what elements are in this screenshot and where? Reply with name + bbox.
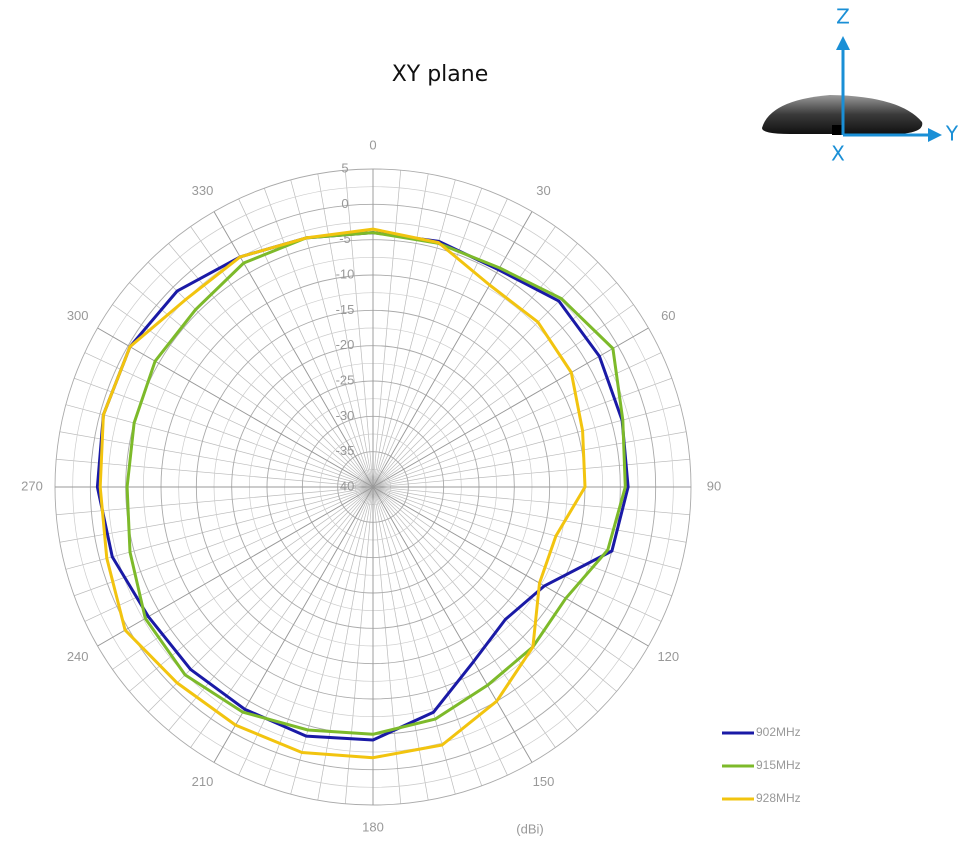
z-arrowhead [836,36,850,50]
radial-tick-label: -10 [336,266,355,281]
grid-spoke [372,211,533,488]
axis-label: Y [945,122,958,146]
radial-tick-label: -5 [339,231,351,246]
angle-label: 60 [661,308,675,323]
y-arrowhead [928,128,942,142]
radial-tick-label: -20 [336,337,355,352]
angle-label: 180 [362,819,384,834]
radial-tick-label: -35 [336,443,355,458]
grid-spoke [213,486,374,763]
grid [54,168,692,806]
series-line [125,231,627,736]
angle-label: 120 [657,649,679,664]
grid-spoke [372,327,649,488]
legend-label: 902MHz [756,725,801,739]
chart-title: XY plane [392,62,489,87]
orientation-icon: Z Y X [762,5,958,166]
angle-label: 30 [536,183,550,198]
legend-label: 928MHz [756,791,801,805]
legend-label: 915MHz [756,758,801,772]
angle-label: 150 [533,774,555,789]
angle-label: 270 [21,478,43,493]
radial-tick-label: -25 [336,372,355,387]
radial-unit: (dBi) [516,821,543,836]
radial-tick-label: -30 [336,408,355,423]
series-line [98,227,587,760]
angle-label: 240 [67,649,89,664]
angle-label: 300 [67,308,89,323]
angle-label: 210 [192,774,214,789]
radial-tick-label: 5 [341,160,348,175]
axis-label: Z [836,5,850,29]
connector-icon [832,125,842,135]
grid-spoke [97,486,374,647]
radial-tick-label: -15 [336,302,355,317]
angle-label: 0 [369,137,376,152]
grid-spoke [372,486,649,647]
grid-spoke [97,327,374,488]
angle-label: 90 [707,478,721,493]
grid-spoke [372,486,533,763]
axis-label: X [831,142,845,166]
radial-tick-label: 0 [341,196,348,211]
radial-tick-label: -40 [336,478,355,493]
angle-label: 330 [192,183,214,198]
